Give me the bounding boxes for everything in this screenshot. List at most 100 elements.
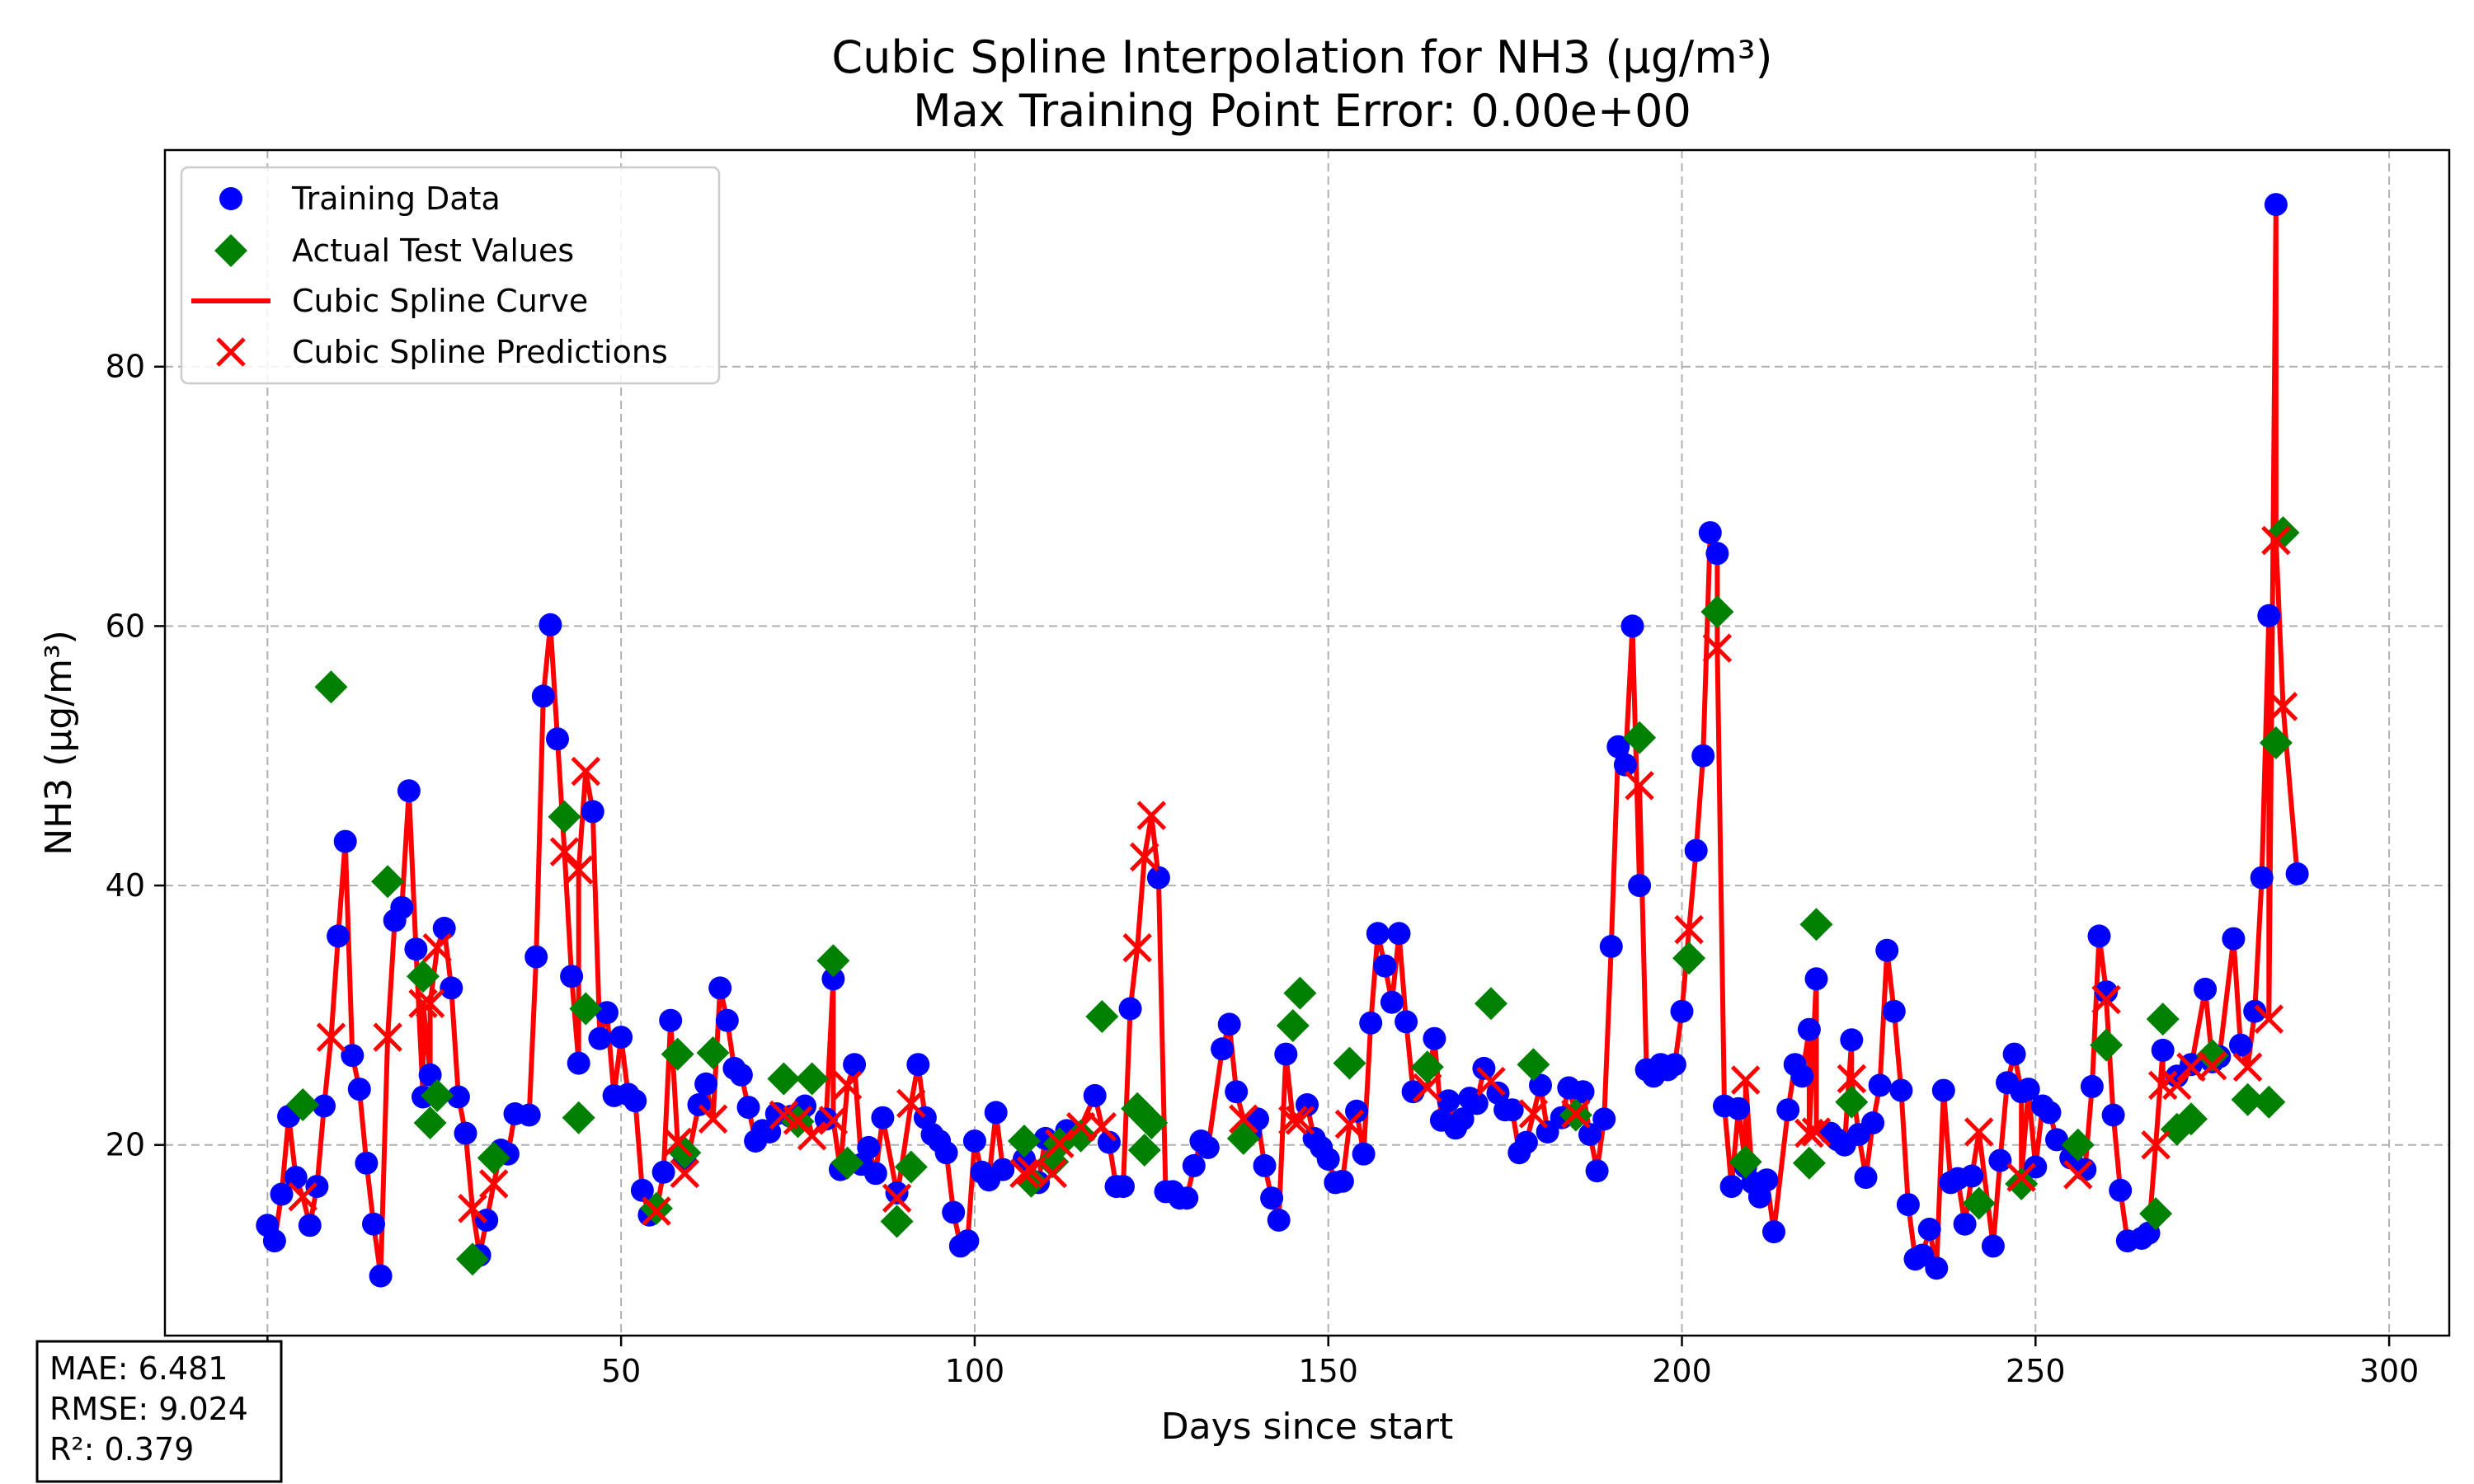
prediction-point [415,989,445,1019]
legend-test-marker [214,234,247,267]
prediction-point [2162,1070,2192,1101]
training-point [2016,1078,2040,1101]
test-point [314,670,348,704]
training-point [1620,614,1644,638]
legend-predictions-marker [216,337,246,367]
prediction-point [882,1183,912,1213]
training-point [1182,1153,1206,1177]
metric-r2: R²: 0.379 [49,1431,194,1468]
prediction-point [1837,1064,1867,1094]
prediction-point [1129,842,1159,872]
test-point [456,1242,489,1276]
prediction-point [571,756,601,787]
test-point [371,865,405,899]
training-point [934,1141,958,1165]
test-point [2139,1197,2173,1231]
test-point [1008,1125,1041,1158]
training-point [1670,999,1694,1023]
training-point [2109,1178,2133,1202]
test-point [477,1141,510,1175]
test-point [421,1078,454,1112]
training-point [1352,1142,1376,1166]
legend-training-label: Training Data [291,181,501,217]
training-point [2194,977,2218,1001]
training-point [1578,1123,1602,1147]
training-point [1599,935,1623,958]
training-point [2024,1155,2048,1179]
prediction-point [662,1127,693,1158]
training-point [1854,1166,1878,1190]
training-point [327,924,350,948]
training-point [1776,1098,1800,1122]
prediction-point [2261,525,2291,556]
training-point [1500,1098,1524,1122]
training-point [1868,1073,1892,1097]
x-tick-label: 300 [2359,1353,2420,1389]
training-point [1889,1078,1913,1102]
prediction-point [1009,1158,1039,1189]
training-point [1472,1056,1496,1080]
y-axis-label: NH3 (µg/m³) [38,630,80,856]
prediction-point [1087,1111,1117,1142]
training-point [1083,1083,1107,1107]
training-point [1698,521,1722,545]
training-point [1274,1042,1298,1066]
prediction-points [288,525,2298,1226]
training-point [1211,1037,1235,1061]
training-point [1592,1107,1616,1131]
test-point [880,1205,914,1238]
y-tick-label: 20 [106,1127,145,1163]
prediction-point [1065,1111,1096,1142]
test-point [1672,942,1706,975]
training-point [588,1026,612,1050]
test-point [1226,1121,1260,1155]
training-point [1175,1186,1199,1210]
test-point [548,800,581,834]
prediction-point [1476,1066,1506,1097]
training-point [369,1264,393,1288]
test-points [286,516,2300,1276]
training-point [630,1178,654,1202]
training-point [885,1181,909,1205]
training-point [1196,1135,1220,1159]
training-point [991,1158,1015,1181]
training-point [284,1166,308,1190]
training-point [305,1175,329,1199]
training-point [2095,980,2119,1004]
metric-rmse: RMSE: 9.024 [49,1391,248,1427]
training-point [843,1053,867,1077]
training-point [531,684,555,708]
prediction-point [2147,1070,2178,1101]
training-point [524,945,548,969]
training-point [2222,927,2246,951]
test-point [407,960,440,993]
metric-mae: MAE: 6.481 [49,1350,228,1387]
training-point [539,613,562,636]
prediction-point [1413,1073,1442,1103]
training-point [1146,866,1170,890]
prediction-point [316,1022,346,1052]
prediction-point [1285,1106,1315,1135]
prediction-point [1625,771,1654,801]
training-point [2038,1101,2062,1125]
test-point [1729,1145,1762,1179]
test-point [1064,1119,1098,1153]
training-point [1960,1164,1984,1188]
training-point [623,1089,647,1113]
training-point [1217,1012,1241,1036]
training-point [1437,1089,1460,1113]
chart-subtitle: Max Training Point Error: 0.00e+00 [913,85,1691,137]
training-point [708,976,732,1000]
training-point [942,1200,966,1224]
test-point [2061,1128,2095,1162]
test-point [767,1062,801,1096]
training-point [341,1044,365,1068]
prediction-point [408,989,438,1019]
prediction-point [1037,1158,1068,1189]
training-point [1804,967,1828,991]
prediction-point [1136,801,1167,830]
test-point [1799,908,1833,942]
legend-box [180,166,721,385]
test-point [2090,1028,2124,1062]
y-tick-label: 40 [106,867,145,904]
